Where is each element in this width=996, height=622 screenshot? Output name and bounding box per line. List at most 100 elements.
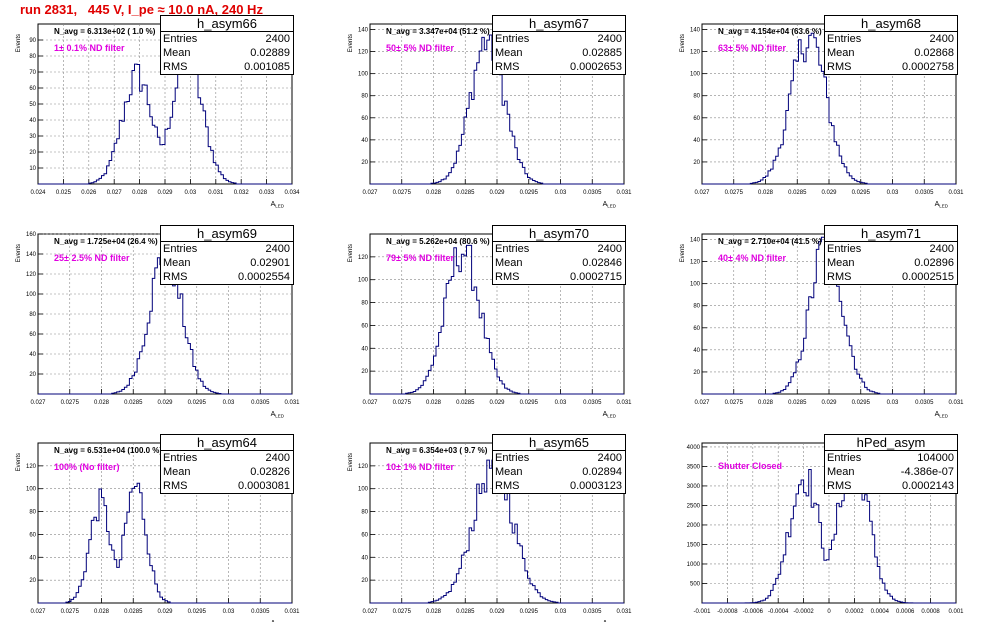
x-tick-label: 0.0305 bbox=[915, 190, 934, 196]
y-tick-label: 4000 bbox=[687, 445, 701, 451]
x-tick-label: 0.0295 bbox=[188, 609, 207, 615]
y-tick-label: 20 bbox=[361, 160, 368, 166]
stats-value: 0.0003123 bbox=[570, 480, 622, 492]
x-axis-label: ALED bbox=[603, 411, 617, 419]
x-axis-label: ALED bbox=[935, 411, 949, 419]
x-tick-label: 0.028 bbox=[426, 190, 442, 196]
x-tick-label: 0.031 bbox=[616, 400, 632, 406]
x-tick-label: 0.027 bbox=[362, 400, 378, 406]
stats-value: 0.02846 bbox=[582, 257, 622, 269]
x-tick-label: 0.03 bbox=[887, 400, 899, 406]
y-tick-label: 20 bbox=[693, 160, 700, 166]
x-tick-label: 0.032 bbox=[234, 190, 250, 196]
y-tick-label: 3000 bbox=[687, 484, 701, 490]
stats-value: 2400 bbox=[597, 243, 622, 255]
filter-label: 100% (No filter) bbox=[54, 462, 120, 472]
x-tick-label: -0.0004 bbox=[768, 609, 789, 615]
stats-row-mean: Mean 0.02901 bbox=[161, 256, 293, 270]
run-title: run 2831, 445 V, I_pe ≈ 10.0 nA, 240 Hz bbox=[20, 2, 263, 17]
stats-row-entries: Entries 2400 bbox=[161, 242, 293, 256]
stats-row-mean: Mean 0.02885 bbox=[493, 46, 625, 60]
stats-label: Mean bbox=[827, 257, 855, 269]
navg-text: N_avg = 3.347e+04 (51.2 %) bbox=[386, 27, 490, 36]
stats-label: Entries bbox=[827, 452, 862, 464]
x-tick-label: 0.028 bbox=[426, 400, 442, 406]
stats-label: RMS bbox=[827, 480, 852, 492]
y-tick-label: 10 bbox=[29, 166, 36, 172]
stats-label: RMS bbox=[495, 271, 520, 283]
stats-box: h_asym67 Entries 2400 Mean 0.02885 RMS 0.00026… bbox=[492, 15, 626, 75]
stats-row-entries: Entries 2400 bbox=[161, 32, 293, 46]
stats-box: hPed_asym Entries 104000 Mean -4.386e-07 RMS 0… bbox=[824, 434, 958, 494]
x-tick-label: 0.03 bbox=[185, 190, 197, 196]
x-tick-label: 0.03 bbox=[555, 609, 567, 615]
x-axis-label: ALED bbox=[271, 411, 285, 419]
x-tick-label: 0.028 bbox=[426, 609, 442, 615]
y-tick-label: 20 bbox=[29, 578, 36, 584]
y-tick-label: 80 bbox=[361, 510, 368, 516]
stats-box: h_asym66 Entries 2400 Mean 0.02889 RMS 0.00108… bbox=[160, 15, 294, 75]
stats-value: 104000 bbox=[917, 452, 954, 464]
x-tick-label: 0.0305 bbox=[915, 400, 934, 406]
stats-row-rms: RMS 0.0002554 bbox=[161, 270, 293, 284]
x-tick-label: 0.029 bbox=[489, 190, 505, 196]
filter-label: 1± 0.1% ND filter bbox=[54, 43, 125, 53]
stats-value: 0.02901 bbox=[250, 257, 290, 269]
stats-row-entries: Entries 104000 bbox=[825, 451, 957, 465]
stats-value: 2400 bbox=[265, 452, 290, 464]
y-tick-label: 100 bbox=[358, 487, 369, 493]
stats-box: h_asym71 Entries 2400 Mean 0.02896 RMS 0.00025… bbox=[824, 225, 958, 285]
x-tick-label: 0 bbox=[827, 609, 831, 615]
x-tick-label: 0.029 bbox=[157, 190, 173, 196]
x-tick-label: 0.028 bbox=[94, 609, 110, 615]
x-tick-label: -0.0008 bbox=[717, 609, 738, 615]
stats-box: h_asym65 Entries 2400 Mean 0.02894 RMS 0.00031… bbox=[492, 434, 626, 494]
x-tick-label: 0.031 bbox=[616, 609, 632, 615]
y-tick-label: 60 bbox=[29, 86, 36, 92]
y-tick-label: 1000 bbox=[687, 562, 701, 568]
stats-value: 0.0002554 bbox=[238, 271, 290, 283]
x-tick-label: 0.029 bbox=[821, 190, 837, 196]
x-tick-label: 0.03 bbox=[887, 190, 899, 196]
filter-label: 10± 1% ND filter bbox=[386, 462, 454, 472]
histogram-line bbox=[370, 34, 624, 185]
x-tick-label: 0.027 bbox=[694, 190, 710, 196]
stats-box: h_asym64 Entries 2400 Mean 0.02826 RMS 0.00030… bbox=[160, 434, 294, 494]
y-tick-label: 140 bbox=[690, 238, 701, 244]
x-tick-label: 0.028 bbox=[132, 190, 148, 196]
x-tick-label: 0.0275 bbox=[61, 609, 80, 615]
y-tick-label: 40 bbox=[361, 555, 368, 561]
x-tick-label: 0.027 bbox=[362, 190, 378, 196]
x-axis-label: ALED bbox=[271, 201, 285, 209]
x-tick-label: 0.0275 bbox=[393, 400, 412, 406]
stats-label: Entries bbox=[163, 33, 198, 45]
y-tick-label: 120 bbox=[690, 50, 701, 56]
x-tick-label: 0.0305 bbox=[583, 400, 602, 406]
y-tick-label: 120 bbox=[358, 464, 369, 470]
x-tick-label: 0.0295 bbox=[520, 400, 539, 406]
x-tick-label: -0.001 bbox=[693, 609, 711, 615]
stats-row-entries: Entries 2400 bbox=[493, 32, 625, 46]
y-tick-label: 40 bbox=[693, 348, 700, 354]
stats-row-mean: Mean 0.02894 bbox=[493, 465, 625, 479]
y-tick-label: 50 bbox=[29, 102, 36, 108]
x-tick-label: 0.027 bbox=[107, 190, 123, 196]
stats-row-rms: RMS 0.0002515 bbox=[825, 270, 957, 284]
stats-label: Entries bbox=[827, 243, 862, 255]
x-tick-label: 0.031 bbox=[208, 190, 224, 196]
y-axis-label: Events bbox=[680, 244, 686, 262]
x-tick-label: 0.0295 bbox=[188, 400, 207, 406]
x-tick-label: 0.029 bbox=[157, 609, 173, 615]
y-tick-label: 60 bbox=[693, 326, 700, 332]
y-tick-label: 80 bbox=[29, 312, 36, 318]
y-tick-label: 120 bbox=[358, 50, 369, 56]
y-axis-label: Events bbox=[680, 34, 686, 52]
x-tick-label: 0.0285 bbox=[124, 609, 143, 615]
filter-label: Shutter Closed bbox=[718, 461, 782, 471]
stats-value: 2400 bbox=[597, 452, 622, 464]
x-tick-label: 0.0285 bbox=[788, 190, 807, 196]
stats-value: 0.0002653 bbox=[570, 61, 622, 73]
x-tick-label: -0.0002 bbox=[793, 609, 814, 615]
stats-row-rms: RMS 0.0003081 bbox=[161, 479, 293, 493]
stats-row-entries: Entries 2400 bbox=[493, 242, 625, 256]
